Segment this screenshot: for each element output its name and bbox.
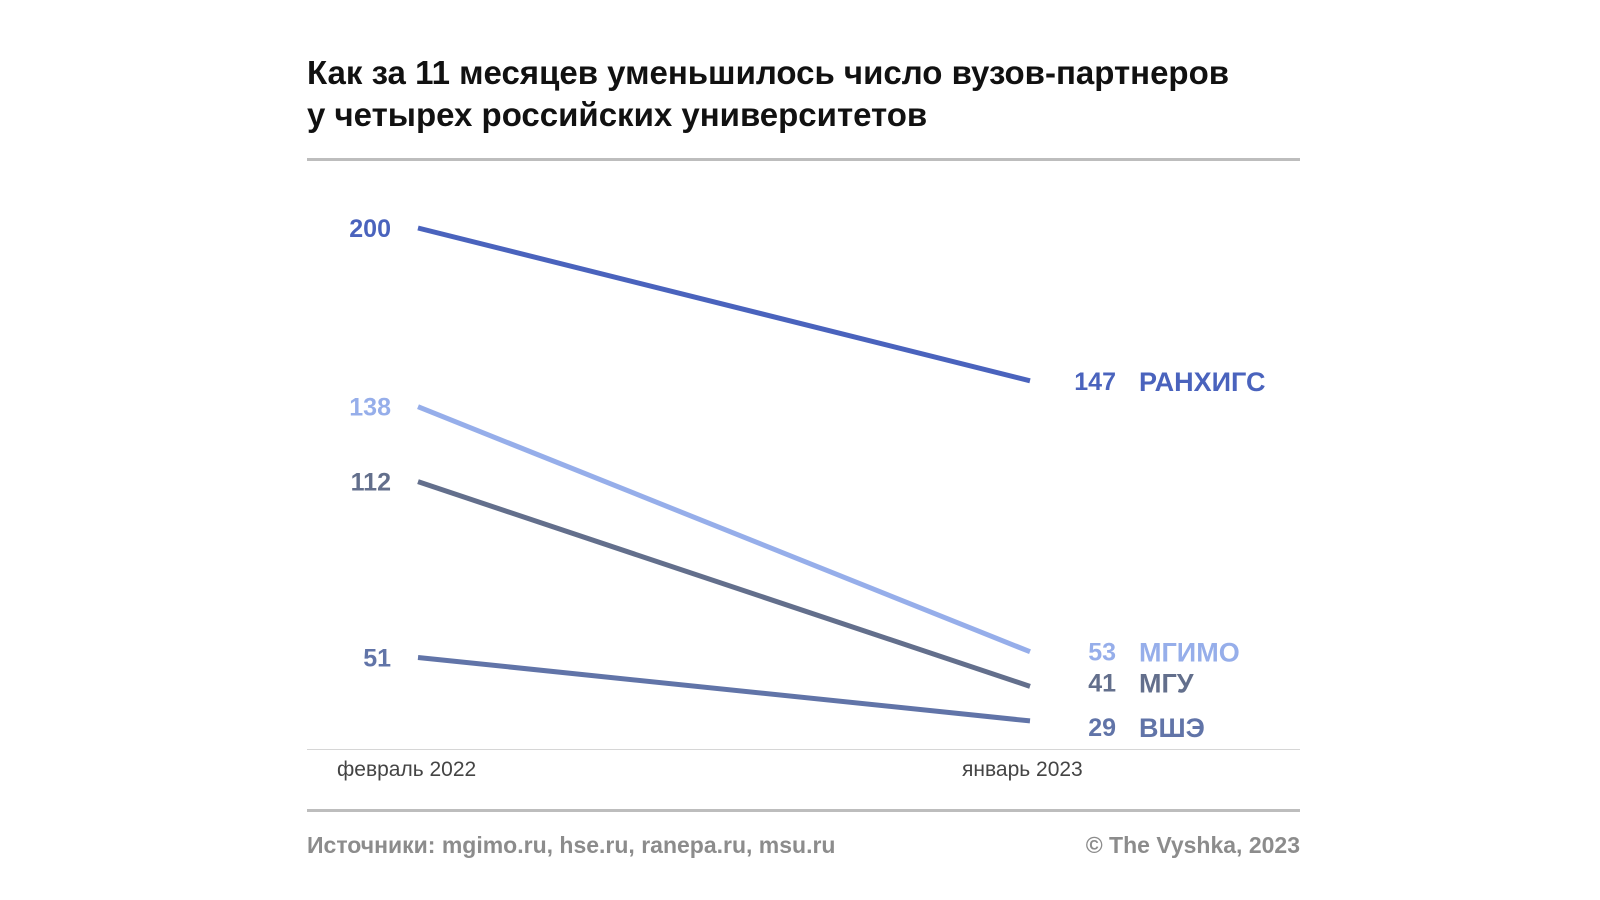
- series-line-3: [417, 655, 1031, 724]
- chart-title-line-2: у четырех российских университетов: [307, 96, 928, 133]
- series-name-label-1: МГИМО: [1139, 638, 1240, 668]
- series-name-label-0: РАНХИГС: [1139, 367, 1266, 397]
- series-name-label-3: ВШЭ: [1139, 713, 1205, 743]
- bottom-divider: [307, 809, 1300, 812]
- series-line-2: [417, 479, 1031, 689]
- series-name-label-2: МГУ: [1139, 668, 1195, 698]
- chart-title: Как за 11 месяцев уменьшилось число вузо…: [307, 52, 1327, 136]
- x-tick-label-start: февраль 2022: [337, 758, 477, 781]
- x-axis-line: [307, 749, 1300, 750]
- chart-title-line-1: Как за 11 месяцев уменьшилось число вузо…: [307, 54, 1230, 91]
- x-tick-label-end: январь 2023: [962, 758, 1083, 781]
- end-value-label-1: 53: [1088, 639, 1116, 667]
- end-value-label-3: 29: [1088, 714, 1116, 742]
- end-value-label-0: 147: [1074, 368, 1116, 396]
- start-value-label-3: 51: [363, 644, 391, 672]
- top-divider: [307, 158, 1300, 161]
- sources-note: Источники: mgimo.ru, hse.ru, ranepa.ru, …: [307, 832, 836, 858]
- series-line-0: [417, 225, 1031, 384]
- end-value-label-2: 41: [1088, 669, 1116, 697]
- start-value-label-1: 138: [349, 394, 391, 422]
- start-value-label-2: 112: [351, 469, 391, 497]
- start-value-label-0: 200: [349, 215, 391, 243]
- copyright-note: © The Vyshka, 2023: [1085, 832, 1300, 858]
- series-line-1: [417, 404, 1031, 655]
